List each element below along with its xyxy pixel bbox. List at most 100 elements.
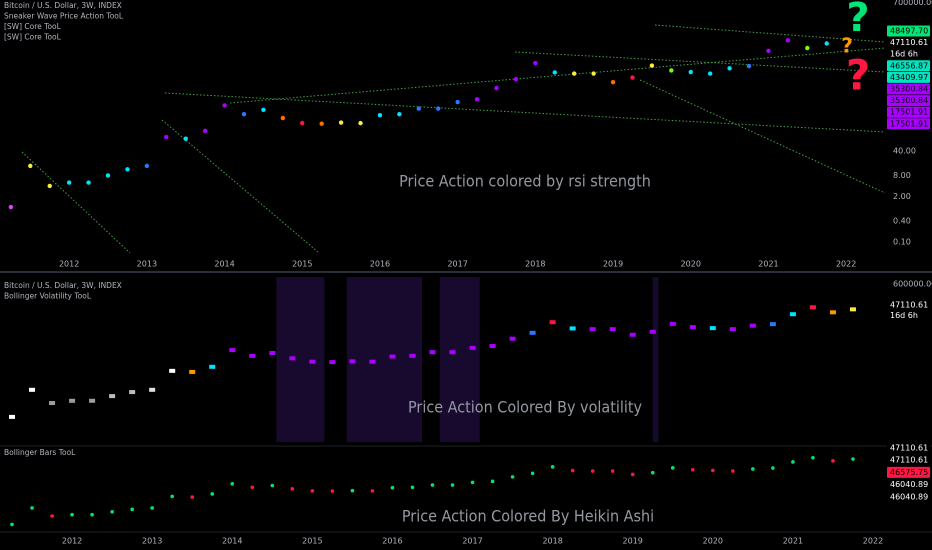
y-tick-label: 0.10 xyxy=(893,238,911,247)
price-label-box xyxy=(887,442,930,454)
price-label-box xyxy=(887,479,930,491)
price-point xyxy=(769,322,776,327)
price-label-box xyxy=(887,48,930,60)
price-point xyxy=(105,173,111,178)
price-point xyxy=(230,481,235,486)
price-point xyxy=(791,460,795,464)
price-label: 35300.84 xyxy=(890,96,928,105)
price-point xyxy=(749,323,756,328)
price-point xyxy=(569,326,576,331)
price-point xyxy=(269,350,276,355)
annotation: Price Action Colored By Heikin Ashi xyxy=(402,507,654,526)
price-point xyxy=(809,305,816,310)
price-point xyxy=(290,487,295,491)
price-point xyxy=(30,506,34,510)
x-tick-label: 2021 xyxy=(783,537,803,546)
x-tick-label: 2019 xyxy=(623,537,643,546)
price-point xyxy=(766,48,771,54)
price-label: 46040.89 xyxy=(890,480,928,489)
price-point xyxy=(309,359,316,364)
price-point xyxy=(350,488,355,493)
price-point xyxy=(280,115,286,121)
price-point xyxy=(202,128,208,134)
price-point xyxy=(129,390,136,395)
price-point xyxy=(69,398,76,403)
price-point xyxy=(609,327,616,332)
question-mark: ? xyxy=(841,34,853,58)
x-tick-label: 2017 xyxy=(462,537,482,546)
question-mark: ? xyxy=(846,51,870,100)
price-point xyxy=(349,359,356,364)
price-point xyxy=(450,483,455,487)
trendline xyxy=(164,92,886,133)
price-point xyxy=(610,79,616,85)
price-label-box xyxy=(887,466,930,478)
price-point xyxy=(589,327,596,332)
price-label-box xyxy=(887,454,930,466)
x-tick-label: 2012 xyxy=(62,537,82,546)
price-point xyxy=(170,494,174,499)
price-point xyxy=(397,111,402,117)
price-point xyxy=(591,71,596,76)
y-tick-label: 40.00 xyxy=(893,146,916,155)
price-label-box xyxy=(887,310,930,321)
price-point xyxy=(358,120,363,126)
price-point xyxy=(183,136,188,141)
price-point xyxy=(789,312,796,317)
pane-header: Bollinger Bars TooL xyxy=(4,448,76,457)
price-point xyxy=(490,479,495,484)
price-point xyxy=(29,387,36,392)
x-tick-label: 2020 xyxy=(703,537,723,546)
x-tick-label: 2022 xyxy=(836,260,856,269)
price-point xyxy=(210,492,215,496)
price-point xyxy=(630,472,635,477)
price-point xyxy=(241,111,247,117)
price-point xyxy=(690,467,695,472)
annotation: Price Action colored by rsi strength xyxy=(399,172,651,191)
y-tick-label: 600000.00 xyxy=(893,279,932,288)
pane-header: Sneaker Wave Price Action TooL xyxy=(4,12,124,21)
price-point xyxy=(510,475,515,479)
price-point xyxy=(572,71,577,76)
price-point xyxy=(261,107,266,113)
price-point xyxy=(751,467,755,471)
trendline xyxy=(161,119,319,253)
price-point xyxy=(688,69,693,75)
price-point xyxy=(533,60,538,66)
price-point xyxy=(489,344,496,349)
pane-header: [SW] Core TooL xyxy=(4,33,62,42)
price-point xyxy=(410,485,415,490)
price-point xyxy=(474,97,480,102)
price-label-box xyxy=(887,118,930,130)
price-point xyxy=(250,485,255,490)
price-point xyxy=(829,310,836,315)
price-label: 47110.61 xyxy=(890,38,928,47)
x-tick-label: 2017 xyxy=(447,260,467,269)
price-point xyxy=(805,45,810,51)
price-point xyxy=(709,326,716,331)
price-point xyxy=(851,457,855,461)
price-point xyxy=(47,183,52,189)
price-point xyxy=(66,180,72,185)
price-label-box xyxy=(887,25,930,37)
price-label-box xyxy=(887,106,930,118)
price-point xyxy=(189,369,196,374)
shaded-period xyxy=(439,277,480,442)
question-mark: ? xyxy=(846,0,869,41)
price-point xyxy=(89,398,96,403)
pane-header: Bitcoin / U.S. Dollar, 3W, INDEX xyxy=(4,1,122,10)
price-point xyxy=(669,68,674,73)
price-point xyxy=(689,325,696,330)
price-point xyxy=(494,85,499,91)
price-label: 43409.97 xyxy=(890,73,928,82)
x-tick-label: 2013 xyxy=(137,260,157,269)
x-tick-label: 2016 xyxy=(370,260,390,269)
price-point xyxy=(377,113,383,118)
price-label-box xyxy=(887,37,930,49)
pane-header: [SW] Core TooL xyxy=(4,22,62,31)
price-label: 47110.61 xyxy=(890,456,928,465)
price-point xyxy=(669,321,676,326)
y-tick-label: 0.40 xyxy=(893,216,911,225)
x-tick-label: 2018 xyxy=(525,260,545,269)
